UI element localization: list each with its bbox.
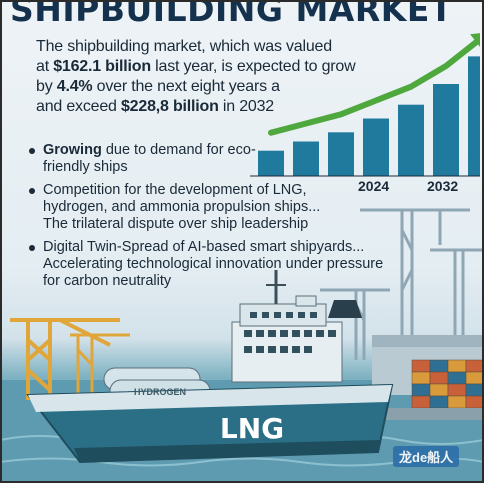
intro-paragraph: The shipbuilding market, which was value… bbox=[36, 38, 356, 115]
bullet-list: Growing due to demand for eco-friendly s… bbox=[26, 142, 396, 296]
chart-bar bbox=[398, 104, 424, 176]
bullet-item: Competition for the development of LNG, … bbox=[26, 182, 343, 233]
bullet-dot-icon bbox=[29, 148, 35, 154]
ship-superstructure bbox=[231, 270, 362, 383]
bullet-dot-icon bbox=[29, 245, 35, 251]
growth-chart bbox=[250, 33, 480, 177]
x-tick-2024: 2024 bbox=[358, 178, 390, 194]
hull-label: LNG bbox=[220, 412, 284, 445]
tank-label: HYDROGEN bbox=[134, 387, 186, 397]
intro-line-1: The shipbuilding market, which was value… bbox=[36, 38, 332, 55]
growth-rate: 4.4% bbox=[56, 78, 93, 95]
trend-arrow-line bbox=[268, 35, 480, 136]
chart-bar bbox=[293, 141, 319, 176]
value-now: $162.1 billion bbox=[53, 58, 151, 75]
trend-arrow-head-icon bbox=[470, 33, 480, 47]
chart-bar bbox=[468, 56, 480, 176]
x-tick-2032: 2032 bbox=[427, 178, 459, 194]
yellow-crane-left bbox=[10, 318, 120, 400]
chart-bar bbox=[328, 132, 354, 176]
chart-bar bbox=[433, 84, 459, 176]
grey-crane-right-1 bbox=[360, 208, 470, 350]
page-title: SHIPBUILDING MARKET bbox=[10, 0, 453, 29]
bullet-item: Growing due to demand for eco-friendly s… bbox=[26, 142, 273, 176]
chart-bar bbox=[258, 150, 284, 176]
value-future: $228,8 billion bbox=[120, 98, 219, 115]
chart-bar bbox=[363, 118, 389, 176]
bullet-dot-icon bbox=[29, 188, 35, 194]
yellow-crane-mid bbox=[70, 333, 130, 400]
bullet-item: Digital Twin-Spread of AI-based smart sh… bbox=[26, 239, 388, 290]
publisher-logo: 龙de船人 bbox=[393, 446, 460, 467]
